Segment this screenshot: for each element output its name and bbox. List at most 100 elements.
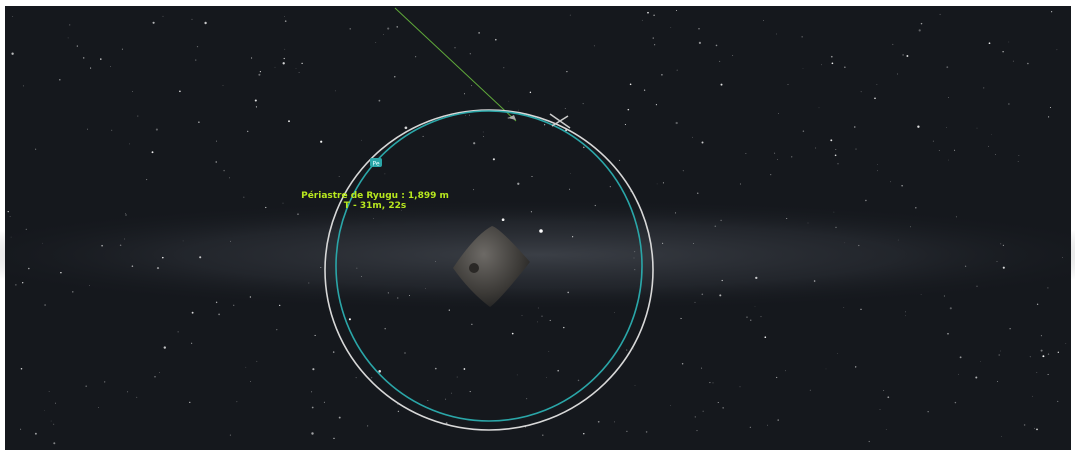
star xyxy=(633,257,635,259)
star xyxy=(776,376,778,379)
star xyxy=(594,204,596,207)
star xyxy=(396,26,398,28)
star xyxy=(1047,353,1050,355)
periapsis-time: T - 31m, 22s xyxy=(344,201,406,211)
star xyxy=(719,60,721,62)
star xyxy=(645,431,648,433)
milky-way xyxy=(0,200,1075,310)
star xyxy=(245,366,247,368)
star xyxy=(503,67,505,69)
star xyxy=(284,20,287,22)
star xyxy=(701,367,703,369)
star xyxy=(35,148,37,150)
star xyxy=(195,59,197,61)
star xyxy=(87,128,88,130)
star xyxy=(111,129,113,131)
star xyxy=(854,126,856,128)
star xyxy=(681,363,684,365)
star xyxy=(709,382,711,384)
star xyxy=(1018,155,1020,156)
star xyxy=(125,214,127,216)
star xyxy=(1000,243,1002,245)
star xyxy=(746,316,748,318)
star xyxy=(830,55,833,58)
star xyxy=(42,242,43,244)
star xyxy=(609,186,611,188)
star xyxy=(215,301,218,304)
star xyxy=(60,271,62,274)
star xyxy=(20,368,23,370)
star xyxy=(356,267,358,269)
star xyxy=(988,42,991,45)
star xyxy=(701,141,704,144)
star xyxy=(76,45,78,47)
star xyxy=(276,329,278,331)
star xyxy=(256,360,258,362)
star xyxy=(1029,356,1031,358)
star xyxy=(697,192,699,194)
star xyxy=(714,225,717,227)
star xyxy=(501,218,505,222)
star xyxy=(719,294,722,297)
star xyxy=(98,407,99,409)
star xyxy=(542,434,544,436)
star xyxy=(332,351,335,353)
star xyxy=(530,211,532,213)
star xyxy=(468,114,471,116)
star xyxy=(583,433,585,435)
star xyxy=(652,37,654,39)
star xyxy=(311,406,314,409)
star xyxy=(387,27,390,30)
star xyxy=(791,156,793,158)
star xyxy=(482,131,484,133)
star xyxy=(448,309,450,311)
star xyxy=(801,36,803,38)
star xyxy=(435,261,437,262)
star xyxy=(50,420,52,422)
star xyxy=(815,147,817,149)
star xyxy=(314,334,316,336)
star xyxy=(288,120,290,123)
star xyxy=(1049,107,1051,109)
star xyxy=(25,228,27,231)
star xyxy=(397,297,399,299)
star xyxy=(508,100,510,102)
star xyxy=(897,73,898,75)
star xyxy=(348,318,351,321)
star xyxy=(404,126,408,130)
star xyxy=(868,440,870,443)
star xyxy=(717,401,719,403)
star xyxy=(802,67,804,69)
star xyxy=(9,216,11,218)
star xyxy=(885,429,887,430)
star xyxy=(626,349,628,351)
star xyxy=(927,411,929,413)
star xyxy=(223,169,225,172)
star xyxy=(720,219,722,222)
star xyxy=(597,420,600,423)
star xyxy=(662,182,664,184)
star xyxy=(199,256,202,259)
star xyxy=(85,385,88,388)
star xyxy=(624,123,626,126)
star xyxy=(516,374,518,376)
star xyxy=(191,311,194,314)
star xyxy=(119,244,122,247)
star xyxy=(655,104,657,106)
star xyxy=(994,154,996,155)
star xyxy=(844,66,846,68)
star xyxy=(948,97,949,98)
star xyxy=(910,226,911,228)
periapsis-marker xyxy=(370,158,382,167)
star xyxy=(833,211,835,213)
star xyxy=(626,430,628,433)
star xyxy=(204,21,207,25)
star xyxy=(787,84,789,85)
star xyxy=(10,236,12,238)
star xyxy=(915,207,917,209)
star xyxy=(939,13,941,15)
star xyxy=(308,282,310,284)
star xyxy=(284,48,286,50)
star xyxy=(431,191,434,193)
